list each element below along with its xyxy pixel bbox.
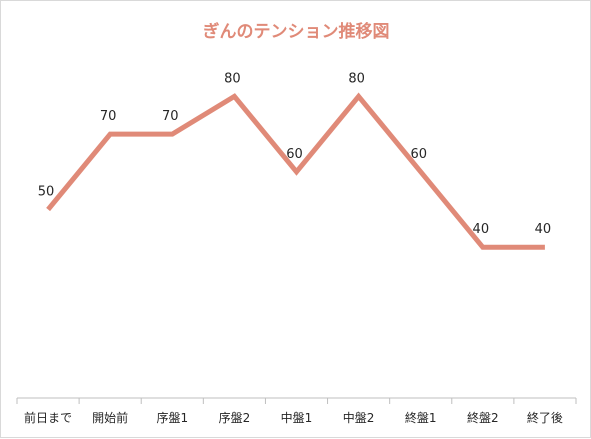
x-tick-label: 序盤2	[219, 410, 251, 425]
data-label: 70	[162, 109, 179, 124]
x-tick-label: 終了後	[527, 410, 563, 425]
data-label: 60	[410, 147, 427, 162]
x-tick-label: 中盤1	[281, 410, 313, 425]
x-tick-label: 終盤1	[405, 410, 437, 425]
x-tick-label: 序盤1	[156, 410, 188, 425]
data-label: 70	[100, 109, 117, 124]
chart-title: ぎんのテンション推移図	[203, 21, 390, 42]
series-polyline	[46, 92, 545, 250]
data-label: 40	[473, 222, 490, 237]
data-label: 80	[348, 71, 365, 86]
data-label: 60	[286, 147, 303, 162]
data-label: 40	[535, 222, 552, 237]
series-line	[46, 92, 545, 250]
x-tick-label: 前日まで	[24, 410, 72, 425]
data-labels: 50 70 70 80 60 80 60 40 40	[38, 71, 551, 237]
x-tick-label: 中盤2	[343, 410, 375, 425]
x-tick-label: 開始前	[92, 410, 128, 425]
data-label: 50	[38, 185, 55, 200]
x-tick-labels: 前日まで 開始前 序盤1 序盤2 中盤1 中盤2 終盤1 終盤2 終了後	[24, 410, 563, 425]
data-label: 80	[224, 71, 241, 86]
x-axis	[16, 397, 577, 404]
x-tick-label: 終盤2	[467, 410, 499, 425]
